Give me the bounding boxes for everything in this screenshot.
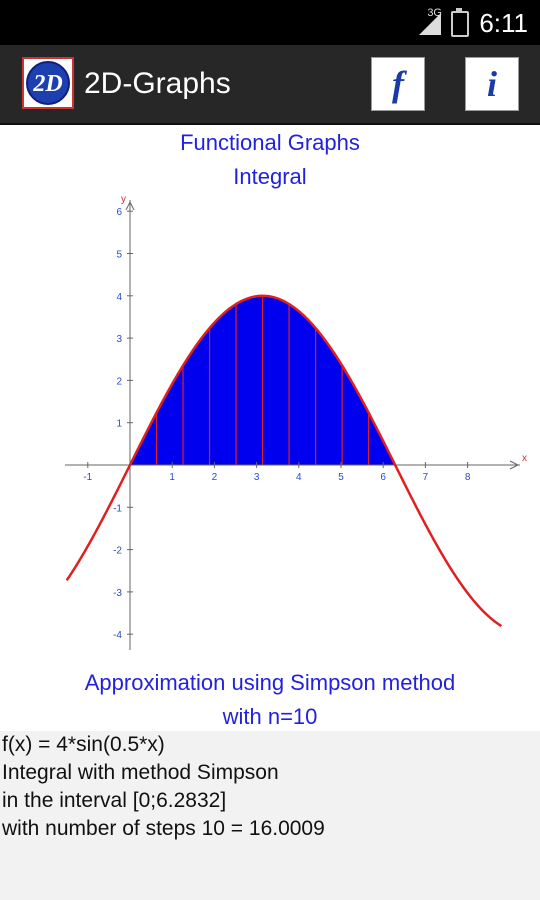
y-tick-label: 5 <box>116 250 122 261</box>
method-caption: Approximation using Simpson method <box>84 670 456 695</box>
y-tick-label: 4 <box>116 292 122 303</box>
x-tick-label: 2 <box>212 472 218 483</box>
y-axis-arrow <box>125 200 135 211</box>
integral-result: with number of steps 10 = 16.0009 <box>2 817 325 840</box>
function-definition: f(x) = 4*sin(0.5*x) <box>2 733 165 756</box>
x-axis-label: x <box>522 453 527 464</box>
logo-text: 2D <box>32 71 62 97</box>
x-tick-label: 3 <box>254 472 260 483</box>
graph-subtitle: Integral <box>233 164 307 189</box>
function-curve <box>65 294 503 628</box>
y-tick-label: 6 <box>116 207 122 218</box>
interval-description: in the interval [0;6.2832] <box>2 789 227 812</box>
y-tick-label: -2 <box>113 546 122 557</box>
x-tick-label: 5 <box>338 472 344 483</box>
x-tick-label: 1 <box>169 472 175 483</box>
graph-title: Functional Graphs <box>180 130 360 155</box>
clock: 6:11 <box>479 8 528 38</box>
signal-icon <box>419 12 442 35</box>
function-graph: x y -1 1 2 3 4 5 6 7 8 6 5 4 3 2 1 -1 -2 -3 -4 <box>65 194 527 650</box>
x-tick-label: 8 <box>465 472 471 483</box>
x-axis-arrow <box>509 460 520 470</box>
status-bar: 3G 6:11 <box>0 0 540 45</box>
y-tick-label: 2 <box>116 376 122 387</box>
info-button[interactable]: i <box>465 57 519 111</box>
y-tick-label: 3 <box>116 334 122 345</box>
steps-caption: with n=10 <box>222 704 318 729</box>
y-tick-label: -4 <box>113 630 122 641</box>
app-title: 2D-Graphs <box>84 67 231 100</box>
y-tick-label: -3 <box>113 588 122 599</box>
app-logo: 2D <box>22 57 74 109</box>
function-button[interactable]: f <box>371 57 425 111</box>
x-tick-label: -1 <box>83 472 92 483</box>
y-tick-label: 1 <box>116 419 122 430</box>
x-tick-label: 6 <box>380 472 386 483</box>
x-tick-label: 7 <box>423 472 429 483</box>
app-bar: 2D 2D-Graphs f i <box>0 45 540 125</box>
battery-icon <box>451 7 470 37</box>
y-tick-label: -1 <box>113 503 122 514</box>
y-axis-label: y <box>121 194 126 205</box>
x-tick-label: 4 <box>296 472 302 483</box>
results-panel: f(x) = 4*sin(0.5*x) Integral with method… <box>0 731 540 900</box>
method-description: Integral with method Simpson <box>2 761 279 784</box>
